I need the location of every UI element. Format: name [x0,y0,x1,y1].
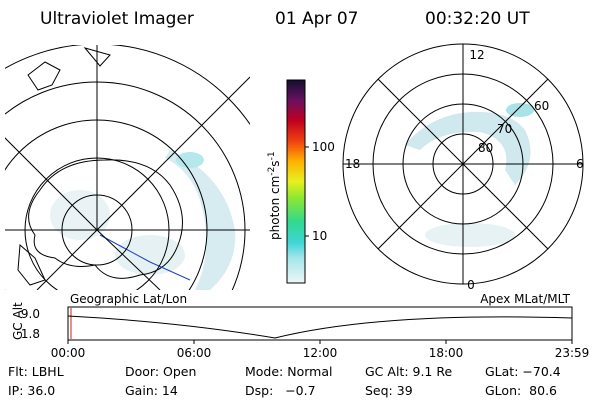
date: 01 Apr 07 [275,9,358,29]
unit-exp: -2 [267,167,277,176]
aurora [50,150,236,290]
footer-field: Mode: Normal [245,364,332,379]
aurora-blob [176,152,204,168]
polar-plot: 12 0 18 6 80 70 60 [342,43,584,292]
coastline [27,47,111,91]
lon-line [36,229,98,290]
colorbar-unit: photon cm-2s-1 [267,151,282,240]
colorbar-label: 10 [312,229,327,243]
time-label: 23:59 [555,346,590,360]
lat-label: 80 [478,141,493,155]
timeline-y-label: 1.8 [21,327,40,341]
aurora-oval [405,111,531,185]
lat-label: 60 [534,99,549,113]
lon-line [96,229,161,290]
aurora-blob [50,190,110,240]
mlt-lines [343,44,583,284]
footer: Flt: LBHL Door: Open Mode: Normal GC Alt: 9… [8,364,561,398]
aurora-oval [165,150,236,290]
unit-s: s [268,160,282,166]
altitude-curve [67,315,573,339]
lon-line [5,137,98,231]
aurora-blob [115,235,185,275]
timeline-right-label: Apex MLat/MLT [480,292,570,306]
mlt-label: 0 [467,278,475,292]
timeline-axis-label: GC Alt [11,302,25,340]
aurora [405,103,534,247]
aurora-blob [425,223,515,247]
time-label: 06:00 [177,346,212,360]
time: 00:32:20 UT [425,9,530,29]
lat-label: 70 [497,122,512,136]
geographic-map [5,45,250,290]
footer-field: Door: Open [125,364,196,379]
lon-lines [5,45,250,290]
footer-field: Gain: 14 [125,383,178,398]
mlt-label: 18 [345,157,360,171]
time-label: 18:00 [429,346,464,360]
unit-exp: -1 [267,151,277,160]
footer-field: Flt: LBHL [8,364,64,379]
lon-line [96,76,250,231]
timeline-frame [67,306,573,341]
timeline-y-label: 9.0 [21,307,40,321]
time-ticks: 00:00 06:00 12:00 18:00 23:59 [51,340,590,360]
footer-field: Seq: 39 [365,383,413,398]
footer-field: GC Alt: 9.1 Re [365,364,452,379]
lat-circle [5,45,250,126]
colorbar-label: 100 [312,140,335,154]
timeline-left-label: Geographic Lat/Lon [70,292,187,306]
time-label: 00:00 [51,346,86,360]
footer-field: GLat: −70.4 [485,364,561,379]
time-label: 12:00 [303,346,338,360]
mlt-line [377,78,549,250]
colorbar [286,79,306,284]
mlt-label: 12 [469,48,484,62]
lat-circles [5,45,250,290]
orbit-track [99,234,191,281]
footer-field: GLon: 80.6 [485,383,557,398]
footer-field: IP: 36.0 [8,383,55,398]
unit-base: photon cm [268,176,282,240]
coastline [17,243,46,286]
instrument: Ultraviolet Imager [40,9,194,29]
mlt-label: 6 [576,157,584,171]
footer-field: Dsp: −0.7 [245,383,316,398]
aurora-blob [506,103,534,117]
